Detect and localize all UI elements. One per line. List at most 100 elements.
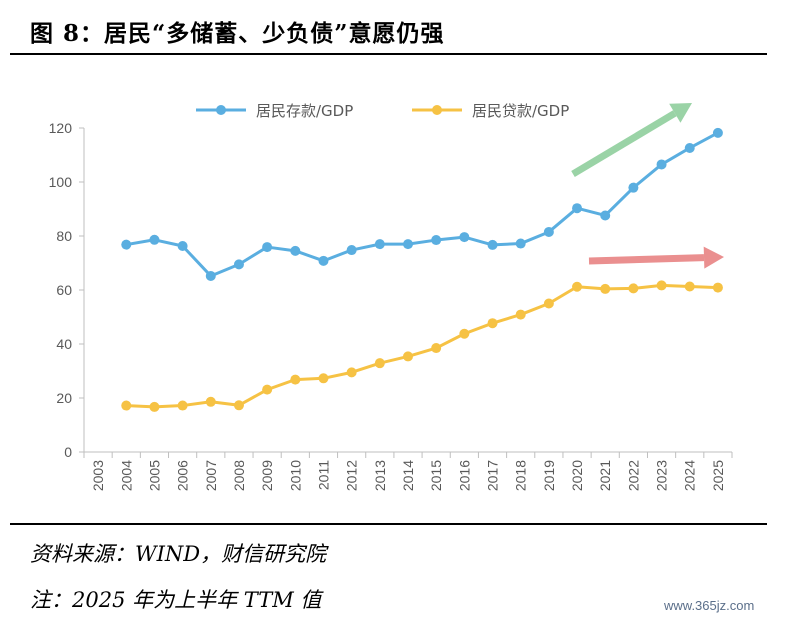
- data-point: [149, 401, 160, 412]
- data-point: [515, 238, 526, 249]
- data-point: [233, 400, 244, 411]
- x-tick-label: 2018: [513, 460, 529, 491]
- x-tick-label: 2009: [259, 460, 275, 491]
- source-note: 资料来源：WIND，财信研究院: [30, 542, 327, 566]
- x-tick-label: 2007: [203, 460, 219, 491]
- legend-label: 居民贷款/GDP: [472, 102, 569, 120]
- footnote: 注：2025 年为上半年 TTM 值: [30, 588, 322, 612]
- arrow-shaft: [588, 254, 705, 265]
- x-tick-label: 2008: [231, 460, 247, 491]
- data-point: [543, 298, 554, 309]
- data-point: [205, 396, 216, 407]
- data-point: [403, 239, 413, 250]
- data-point: [346, 245, 357, 256]
- data-point: [290, 245, 301, 256]
- x-tick-label: 2025: [710, 460, 726, 491]
- x-tick-label: 2019: [541, 460, 557, 491]
- data-point: [177, 400, 188, 411]
- data-point: [290, 374, 301, 385]
- data-point: [712, 282, 723, 293]
- data-point: [403, 351, 413, 362]
- series-line: [126, 131, 719, 278]
- x-tick-label: 2006: [175, 460, 191, 491]
- x-tick-label: 2013: [372, 460, 388, 491]
- data-point: [459, 328, 470, 339]
- x-tick-label: 2005: [146, 460, 162, 491]
- data-point: [543, 226, 554, 237]
- x-tick-label: 2010: [287, 460, 303, 491]
- x-tick-label: 2015: [428, 460, 444, 491]
- y-tick-label: 100: [49, 174, 73, 190]
- data-point: [684, 142, 695, 153]
- data-point: [628, 283, 639, 294]
- x-tick-label: 2022: [625, 460, 641, 491]
- x-tick-label: 2014: [400, 460, 416, 491]
- legend: 居民存款/GDP 居民贷款/GDP: [196, 102, 569, 120]
- trend-arrows: [571, 103, 724, 269]
- data-point: [149, 234, 160, 245]
- legend-marker: [216, 105, 226, 115]
- data-point: [487, 318, 498, 329]
- figure-title: 图 8：居民“多储蓄、少负债”意愿仍强: [30, 20, 445, 47]
- x-tick-label: 2012: [344, 460, 360, 491]
- data-point: [600, 210, 611, 221]
- data-point: [656, 159, 667, 170]
- x-tick-label: 2017: [485, 460, 501, 491]
- watermark: www.365jz.com: [664, 598, 755, 613]
- arrow-shaft: [571, 110, 677, 178]
- top-rule: [10, 53, 767, 55]
- arrow-flat: [588, 246, 724, 269]
- x-tick-label: 2016: [456, 460, 472, 491]
- arrow-head: [669, 103, 692, 123]
- data-point: [121, 400, 132, 411]
- bottom-rule: [10, 523, 767, 525]
- data-point: [628, 182, 639, 193]
- legend-item: 居民存款/GDP: [196, 102, 353, 120]
- data-point: [431, 343, 442, 354]
- data-point: [177, 240, 188, 251]
- series-2: [121, 280, 723, 412]
- data-point: [572, 203, 583, 214]
- data-point: [600, 283, 611, 294]
- data-point: [205, 270, 216, 281]
- x-axis: 2003 2004 2005 2006 2007 2008 2009 2010 2011 2012…: [83, 451, 733, 491]
- y-tick-label: 40: [56, 336, 72, 352]
- data-point: [431, 235, 442, 246]
- data-point: [684, 281, 695, 292]
- series-line: [126, 283, 718, 409]
- series-1: [121, 127, 723, 281]
- arrow-rising: [571, 103, 692, 178]
- data-point: [262, 242, 273, 253]
- y-axis: 0 20 40 60 80 100 120: [49, 120, 85, 460]
- legend-label: 居民存款/GDP: [256, 102, 353, 120]
- y-tick-label: 0: [64, 444, 72, 460]
- legend-marker: [432, 105, 442, 115]
- data-point: [262, 384, 273, 395]
- y-tick-label: 80: [56, 228, 72, 244]
- data-point: [712, 127, 723, 138]
- x-tick-label: 2011: [315, 460, 331, 490]
- x-tick-label: 2003: [90, 460, 106, 491]
- legend-item: 居民贷款/GDP: [412, 102, 569, 120]
- series-layer: [121, 127, 723, 412]
- data-point: [346, 367, 357, 378]
- data-point: [374, 239, 385, 250]
- y-tick-label: 60: [56, 282, 72, 298]
- data-point: [487, 239, 498, 250]
- data-point: [572, 281, 583, 292]
- x-tick-label: 2023: [654, 460, 670, 491]
- data-point: [515, 309, 526, 320]
- line-chart: 0 20 40 60 80 100 120 2003 2004 2005 2006 2007 2008…: [49, 102, 733, 491]
- arrow-head: [703, 246, 724, 269]
- data-point: [121, 239, 132, 250]
- y-tick-label: 20: [56, 390, 72, 406]
- data-point: [656, 280, 667, 291]
- data-point: [459, 232, 470, 243]
- data-point: [318, 373, 329, 384]
- x-tick-label: 2021: [597, 460, 613, 491]
- y-tick-label: 120: [49, 120, 73, 136]
- x-tick-label: 2024: [682, 460, 698, 491]
- data-point: [374, 358, 385, 369]
- data-point: [318, 255, 329, 266]
- x-tick-label: 2004: [118, 460, 134, 491]
